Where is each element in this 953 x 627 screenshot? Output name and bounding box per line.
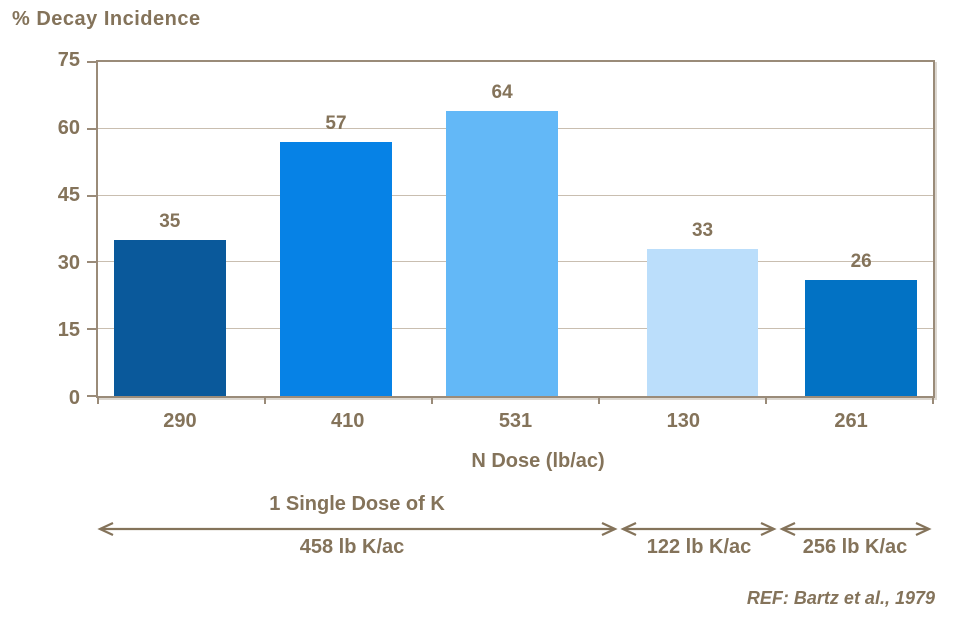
y-tick-mark bbox=[87, 395, 96, 397]
range-arrow-single-dose bbox=[97, 522, 618, 536]
x-tick-label-261: 261 bbox=[834, 410, 868, 432]
reference-citation: REF: Bartz et al., 1979 bbox=[746, 588, 935, 608]
bar-410 bbox=[280, 142, 392, 396]
bar-290 bbox=[113, 240, 226, 396]
bar-value-label: 64 bbox=[491, 82, 513, 103]
group1-title: 1 Single Dose of K bbox=[269, 493, 445, 515]
y-tick-mark bbox=[87, 194, 96, 197]
range-arrow-122 bbox=[620, 522, 777, 536]
dose-range-arrows bbox=[97, 522, 932, 536]
y-tick-label: 0 bbox=[68, 387, 80, 409]
y-tick-label: 60 bbox=[57, 116, 80, 139]
y-tick-label: 75 bbox=[57, 49, 80, 71]
y-tick-label: 45 bbox=[57, 184, 80, 207]
bar-130 bbox=[646, 249, 759, 396]
range-arrow-256 bbox=[779, 522, 932, 536]
y-tick-mark bbox=[87, 328, 96, 331]
bar-value-label: 35 bbox=[159, 211, 181, 233]
x-tick-label-410: 410 bbox=[331, 410, 365, 432]
x-tick-label-290: 290 bbox=[163, 410, 197, 432]
x-axis: 290 410 531 130 261 bbox=[96, 410, 935, 436]
y-tick-label: 15 bbox=[57, 319, 80, 342]
bar-261 bbox=[805, 280, 918, 396]
x-axis-title: N Dose (lb/ac) bbox=[471, 450, 605, 472]
x-tick-label-130: 130 bbox=[666, 410, 700, 432]
x-tick-label-531: 531 bbox=[498, 410, 533, 432]
y-axis: 0 15 30 45 60 75 bbox=[0, 49, 96, 409]
group2-amount: 122 lb K/ac bbox=[646, 536, 752, 558]
x-tick-mark bbox=[97, 396, 99, 404]
plot-area: 35 57 64 33 26 bbox=[87, 60, 935, 404]
chart-title: % Decay Incidence bbox=[12, 8, 201, 30]
y-tick-mark bbox=[87, 261, 96, 264]
y-tick-mark bbox=[87, 127, 96, 130]
bar-value-label: 57 bbox=[325, 113, 347, 135]
bar-531 bbox=[446, 111, 559, 396]
bar-value-label: 26 bbox=[850, 251, 872, 273]
group3-amount: 256 lb K/ac bbox=[802, 536, 908, 558]
x-tick-mark bbox=[431, 396, 433, 404]
bar-value-label: 33 bbox=[691, 220, 714, 242]
x-tick-mark bbox=[598, 396, 600, 404]
x-tick-mark bbox=[765, 396, 767, 404]
y-tick-label: 30 bbox=[57, 251, 80, 274]
x-tick-mark bbox=[264, 396, 266, 404]
x-tick-mark bbox=[932, 396, 934, 404]
y-tick-mark bbox=[87, 61, 96, 63]
group1-amount: 458 lb K/ac bbox=[299, 536, 405, 558]
